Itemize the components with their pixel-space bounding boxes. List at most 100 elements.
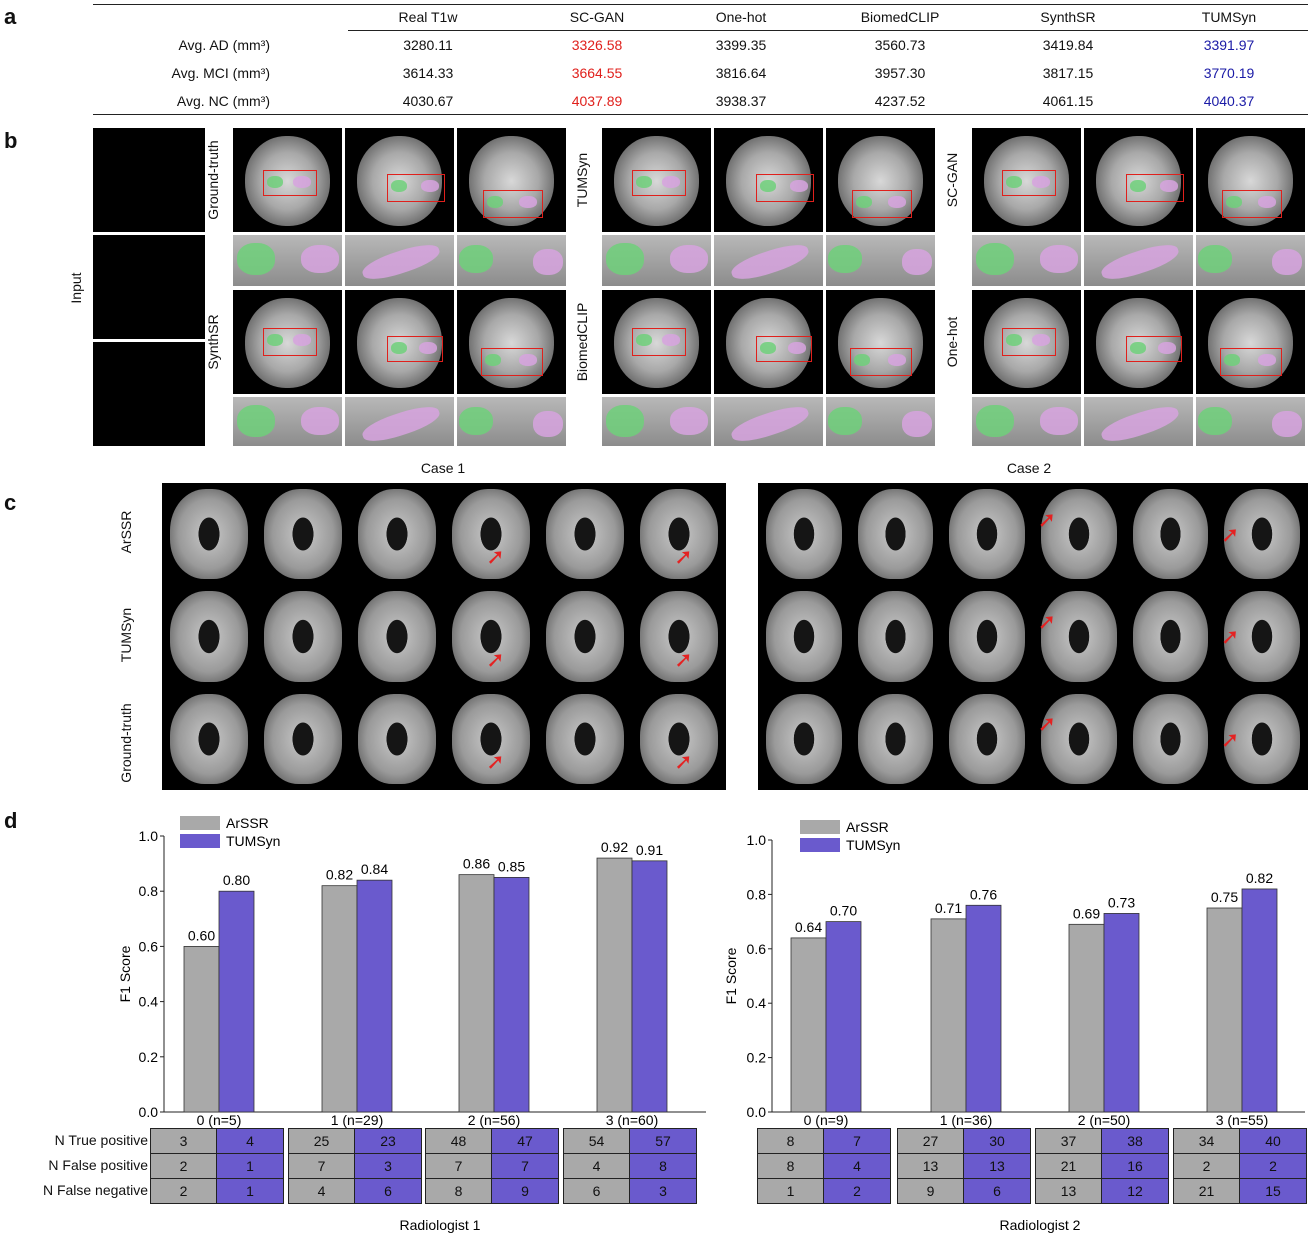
case-1-caption: Case 1 (420, 460, 466, 476)
count-cell-arssr: 13 (898, 1154, 964, 1179)
count-cell-arssr: 54 (564, 1129, 630, 1154)
mri-slice-image (602, 290, 711, 394)
lesion-arrow-icon: ➚ (1037, 506, 1057, 532)
count-cell-tumsyn: 12 (1102, 1179, 1168, 1203)
case-1-flair-grid: ➚ ➚ ➚ ➚ ➚ ➚ (162, 483, 726, 790)
hippocampus-left-mask (485, 354, 501, 366)
table-cell: 4061.15 (1042, 93, 1094, 109)
legend-swatch-arssr (800, 820, 840, 834)
hippocampus-right-mask (1258, 354, 1276, 366)
count-cell-arssr: 8 (758, 1154, 824, 1179)
roi-box (632, 170, 686, 196)
bar-value-label: 0.85 (498, 858, 525, 874)
bar-arssr (1068, 923, 1105, 1113)
roi-box (1222, 190, 1282, 218)
chart-caption: Radiologist 1 (400, 1217, 481, 1233)
count-cell-arssr: 1 (758, 1179, 824, 1203)
count-cell-arssr: 2 (151, 1154, 217, 1179)
bar-arssr (321, 885, 358, 1113)
bar-value-label: 0.76 (970, 886, 997, 902)
count-cell-tumsyn: 15 (1240, 1179, 1306, 1203)
count-cell-arssr: 2 (151, 1179, 217, 1203)
bar-value-label: 0.69 (1073, 905, 1100, 921)
x-category-label: 2 (n=50) (1078, 1112, 1131, 1128)
table-cell: 3938.37 (715, 93, 767, 109)
zoom-crop-image (457, 235, 566, 286)
hippocampus-left-mask (459, 245, 493, 273)
count-cell-arssr: 3 (151, 1129, 217, 1154)
brain-shape (614, 298, 699, 388)
y-axis-label: F1 Score (117, 945, 133, 1002)
hippocampus-left-mask (828, 407, 862, 435)
hippocampus-left-mask (760, 180, 776, 192)
hippocampus-left-mask (976, 405, 1014, 437)
flair-slice-image (766, 693, 842, 784)
hippocampus-left-mask (237, 405, 275, 437)
hippocampus-right-mask (519, 196, 537, 208)
hippocampus-left-mask (976, 243, 1014, 275)
flair-slice-image (546, 489, 624, 580)
table-header-biomedclip: BiomedCLIP (860, 9, 940, 25)
zoom-crop-image (714, 235, 823, 286)
hippocampus-left-mask (1130, 342, 1146, 354)
table-row-label: Avg. MCI (mm³) (171, 65, 270, 81)
roi-box (263, 328, 317, 356)
count-cell-tumsyn: 6 (964, 1179, 1030, 1203)
count-cell-tumsyn: 1 (217, 1154, 283, 1179)
count-table-group: 27 30 13 13 9 6 (897, 1128, 1031, 1204)
flair-slice-image (766, 489, 842, 580)
flair-slice-image (949, 693, 1025, 784)
bar-value-label: 0.70 (830, 903, 857, 919)
flair-slice-image (358, 591, 436, 682)
count-cell-arssr: 6 (564, 1179, 630, 1203)
count-cell-tumsyn: 47 (492, 1129, 558, 1154)
flair-slice-image (170, 591, 248, 682)
zoom-crop-image (233, 235, 342, 286)
count-table-group: 48 47 7 7 8 9 (425, 1128, 559, 1204)
zoom-crop-image (602, 235, 711, 286)
mri-slice-image (345, 128, 454, 232)
bar-tumsyn (218, 890, 255, 1113)
hippocampus-right-mask (1040, 245, 1078, 273)
zoom-crop-image (1084, 397, 1193, 446)
hippocampus-right-mask (790, 180, 808, 192)
hippocampus-left-mask (1006, 334, 1022, 346)
zoom-crop-image (972, 397, 1081, 446)
hippocampus-left-mask (1130, 180, 1146, 192)
bar-arssr (458, 874, 495, 1113)
count-cell-arssr: 7 (289, 1154, 355, 1179)
lesion-arrow-icon: ➚ (1037, 711, 1057, 737)
flair-slice-image (452, 693, 530, 784)
table-cell: 3957.30 (874, 65, 926, 81)
count-cell-tumsyn: 2 (824, 1179, 890, 1203)
x-category-label: 1 (n=29) (331, 1112, 384, 1128)
count-cell-tumsyn: 2 (1240, 1154, 1306, 1179)
roi-box (1126, 174, 1184, 202)
bar-value-label: 0.64 (795, 919, 822, 935)
hippocampus-left-mask (760, 342, 776, 354)
hippocampus-left-mask (606, 243, 644, 275)
table-cell: 3560.73 (874, 37, 926, 53)
y-tick-label: 0.4 (139, 994, 159, 1010)
mri-slice-image (972, 128, 1081, 232)
roi-box (263, 170, 317, 196)
count-cell-tumsyn: 4 (824, 1154, 890, 1179)
table-row-label: Avg. AD (mm³) (178, 37, 270, 53)
zoom-crop-image (1084, 235, 1193, 286)
y-tick-label: 0.0 (747, 1104, 767, 1120)
hippocampus-right-mask (293, 334, 311, 346)
roi-box (481, 348, 543, 376)
legend-label-tumsyn: TUMSyn (226, 833, 280, 849)
flair-slice-image (640, 489, 718, 580)
table-bottom-rule (93, 114, 1308, 115)
zoom-crop-image (1196, 397, 1305, 446)
flair-slice-image (546, 591, 624, 682)
mri-slice-image (457, 128, 566, 232)
y-tick-label: 0.4 (747, 995, 767, 1011)
y-tick-label: 0.8 (747, 886, 767, 902)
count-cell-tumsyn: 3 (630, 1179, 696, 1203)
mri-slice-image (1196, 290, 1305, 394)
brain-shape (245, 136, 330, 226)
count-cell-arssr: 8 (426, 1179, 492, 1203)
roi-box (756, 336, 812, 362)
